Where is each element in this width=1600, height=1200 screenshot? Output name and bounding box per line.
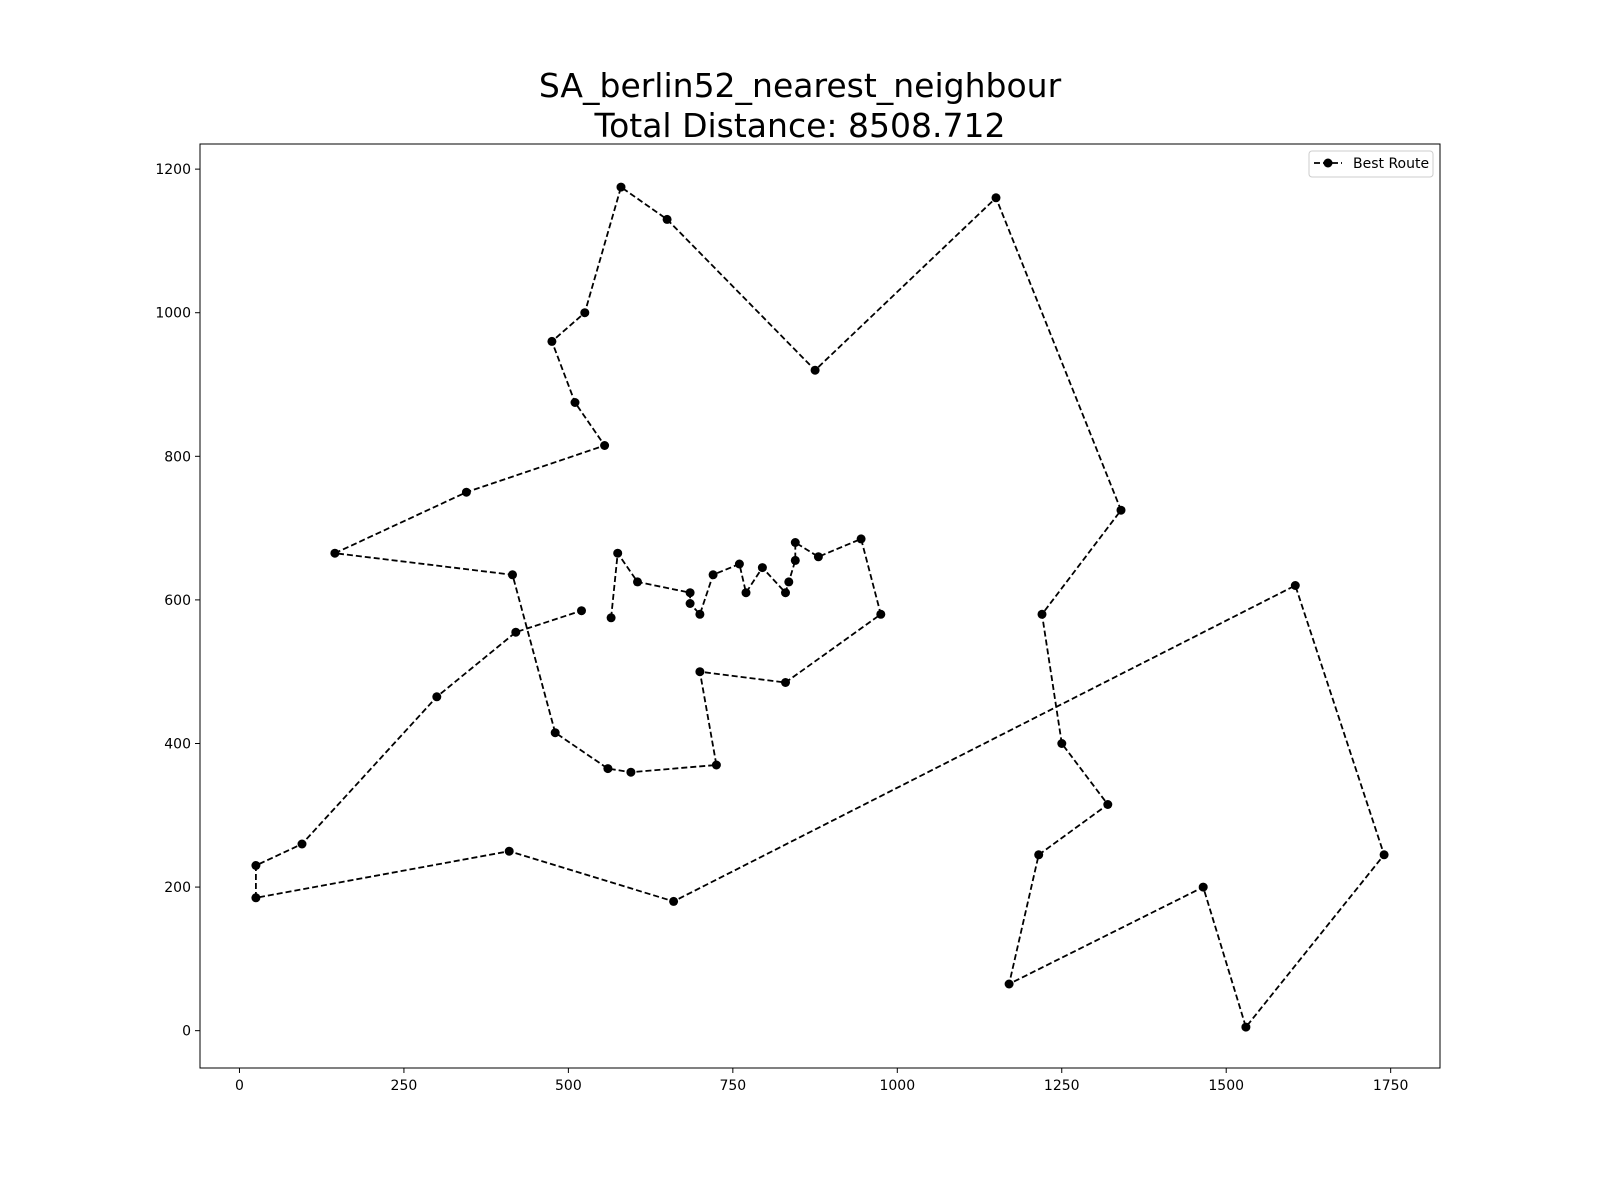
x-axis: 0 250 500 750 1000 1250 1500 1750: [235, 1068, 1408, 1094]
route-point: [616, 182, 626, 192]
legend-label-best-route: Best Route: [1353, 156, 1429, 172]
route-point: [432, 692, 442, 702]
route-point: [600, 441, 610, 450]
route-point: [1379, 850, 1389, 860]
route-point: [1057, 739, 1067, 748]
x-tick-label: 1500: [1208, 1078, 1244, 1094]
route-point: [856, 534, 866, 544]
series-best-route: [251, 182, 1389, 1032]
legend: Best Route: [1308, 150, 1434, 178]
x-tick-label: 1000: [879, 1078, 915, 1094]
route-line: [254, 185, 1386, 1029]
x-tick-label: 750: [719, 1078, 746, 1094]
route-point: [570, 398, 580, 407]
route-point: [790, 538, 800, 547]
route-point: [1241, 1022, 1251, 1032]
route-point: [669, 896, 679, 906]
route-point: [810, 365, 820, 375]
route-point: [330, 548, 340, 558]
route-point: [781, 678, 790, 687]
route-point: [633, 577, 642, 587]
y-tick-label: 1200: [155, 162, 191, 178]
route-point: [695, 609, 705, 619]
route-point: [685, 588, 695, 598]
route-point: [784, 577, 794, 587]
y-tick-label: 400: [164, 736, 191, 752]
route-point: [508, 570, 517, 580]
route-point: [708, 570, 718, 580]
y-axis: 0 200 400 600 800 1000 1200: [155, 162, 200, 1040]
route-point: [613, 548, 623, 558]
x-tick-label: 250: [391, 1078, 418, 1094]
route-point: [577, 606, 586, 616]
route-point: [757, 563, 767, 573]
route-point: [547, 336, 557, 346]
route-point: [781, 588, 790, 598]
route-point: [297, 839, 307, 849]
route-point: [580, 308, 590, 318]
route-point: [695, 667, 705, 677]
route-point: [511, 627, 521, 637]
route-point: [1198, 882, 1208, 892]
chart-title: SA_berlin52_nearest_neighbour: [539, 66, 1062, 105]
chart-subtitle: Total Distance: 8508.712: [594, 106, 1006, 145]
route-point: [741, 588, 751, 598]
route-point: [813, 552, 823, 562]
route-point: [991, 193, 1001, 203]
y-tick-label: 1000: [155, 306, 191, 322]
route-point: [251, 893, 261, 903]
x-tick-label: 0: [235, 1078, 244, 1094]
route-point: [1290, 581, 1300, 590]
route-point: [1004, 979, 1014, 989]
y-tick-label: 600: [164, 593, 191, 609]
y-tick-label: 800: [164, 449, 191, 465]
x-tick-label: 500: [555, 1078, 582, 1094]
x-tick-label: 1250: [1044, 1078, 1080, 1094]
y-tick-label: 0: [182, 1024, 191, 1040]
legend-marker: [1323, 158, 1333, 168]
route-point: [606, 613, 616, 623]
route-point: [685, 599, 695, 608]
route-point: [711, 760, 721, 770]
route-point: [1116, 505, 1126, 515]
route-point: [790, 555, 800, 565]
route-point: [626, 767, 636, 777]
route-point: [603, 764, 613, 774]
route-point: [251, 861, 261, 870]
route-point: [1037, 609, 1047, 619]
route-point: [734, 559, 744, 569]
route-point: [504, 846, 514, 856]
route-point: [662, 214, 672, 224]
route-point: [461, 487, 471, 497]
y-tick-label: 200: [164, 880, 191, 896]
route-point: [876, 609, 886, 619]
route-point: [1034, 850, 1044, 860]
route-point: [1103, 800, 1113, 809]
x-tick-label: 1750: [1373, 1078, 1409, 1094]
legend-box: [1308, 150, 1434, 178]
plot-frame: [199, 143, 1441, 1069]
route-point: [550, 728, 560, 738]
